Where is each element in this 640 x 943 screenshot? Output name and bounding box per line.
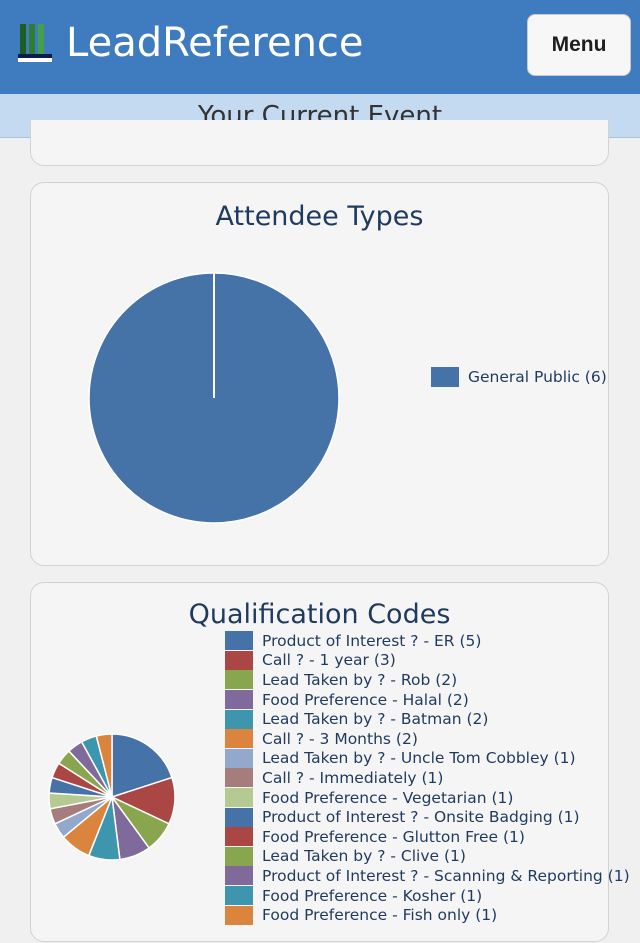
qualification-codes-title: Qualification Codes [188,599,451,630]
legend-swatch [225,807,253,827]
attendee-types-title: Attendee Types [215,201,424,232]
legend-label: Food Preference - Fish only (1) [262,906,498,925]
menu-button[interactable]: Menu [527,14,631,76]
legend-label: Food Preference - Vegetarian (1) [262,788,514,807]
legend-item[interactable]: Lead Taken by ? - Clive (1) [225,846,630,867]
legend-swatch [225,788,253,808]
legend-item[interactable]: Product of Interest ? - ER (5) [225,631,630,651]
app-header: LeadReference Menu [0,0,640,94]
legend-label: Product of Interest ? - Scanning & Repor… [262,866,630,885]
legend-swatch [431,367,459,387]
legend-item[interactable]: General Public (6) [431,367,607,387]
legend-label: General Public (6) [468,368,607,386]
legend-label: Food Preference - Halal (2) [262,690,469,709]
legend-item[interactable]: Food Preference - Halal (2) [225,690,630,710]
legend-label: Lead Taken by ? - Uncle Tom Cobbley (1) [262,749,576,768]
legend-label: Lead Taken by ? - Clive (1) [262,847,466,866]
legend-label: Product of Interest ? - ER (5) [262,631,482,650]
legend-item[interactable]: Food Preference - Kosher (1) [225,886,630,906]
legend-item[interactable]: Product of Interest ? - Scanning & Repor… [225,866,630,886]
legend-label: Food Preference - Kosher (1) [262,886,483,905]
legend-item[interactable]: Lead Taken by ? - Uncle Tom Cobbley (1) [225,748,630,769]
attendee-types-card: Attendee Types General Public (6) [30,182,609,566]
legend-swatch [225,827,253,847]
legend-label: Call ? - 3 Months (2) [262,729,418,748]
legend-item[interactable]: Lead Taken by ? - Batman (2) [225,709,630,729]
qualification-codes-pie-chart [48,733,176,861]
legend-label: Lead Taken by ? - Batman (2) [262,710,489,729]
legend-item[interactable]: Call ? - Immediately (1) [225,768,630,788]
legend-swatch [225,866,253,886]
legend-label: Lead Taken by ? - Rob (2) [262,670,458,689]
legend-item[interactable]: Call ? - 1 year (3) [225,650,630,671]
qualification-codes-card: Qualification Codes Product of Interest … [30,582,630,942]
brand-name: LeadReference [66,20,364,66]
legend-label: Call ? - 1 year (3) [262,651,396,670]
previous-chart-card [30,120,609,166]
qualification-pie-slice[interactable] [111,733,173,799]
attendee-types-pie-chart [88,272,340,524]
leadreference-logo-icon [18,24,52,62]
legend-label: Call ? - Immediately (1) [262,768,444,787]
legend-item[interactable]: Food Preference - Glutton Free (1) [225,827,630,847]
legend-item[interactable]: Product of Interest ? - Onsite Badging (… [225,807,630,827]
legend-swatch [225,709,253,729]
legend-swatch [225,748,253,768]
legend-swatch [225,905,253,925]
legend-swatch [225,631,253,651]
legend-swatch [225,670,253,690]
qualification-codes-legend: Product of Interest ? - ER (5) Call ? - 1… [225,631,630,925]
qualification-pie-slice[interactable] [95,733,113,798]
legend-swatch [225,729,253,749]
legend-swatch [225,690,253,710]
legend-item[interactable]: Lead Taken by ? - Rob (2) [225,670,630,690]
legend-swatch [225,846,253,866]
legend-item[interactable]: Call ? - 3 Months (2) [225,729,630,749]
legend-label: Product of Interest ? - Onsite Badging (… [262,808,580,827]
legend-swatch [225,886,253,906]
legend-item[interactable]: Food Preference - Vegetarian (1) [225,788,630,808]
legend-swatch [225,650,253,670]
legend-label: Food Preference - Glutton Free (1) [262,827,525,846]
legend-swatch [225,768,253,788]
legend-item[interactable]: Food Preference - Fish only (1) [225,905,630,925]
